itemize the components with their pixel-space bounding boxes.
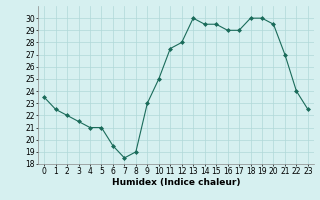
X-axis label: Humidex (Indice chaleur): Humidex (Indice chaleur)	[112, 178, 240, 187]
